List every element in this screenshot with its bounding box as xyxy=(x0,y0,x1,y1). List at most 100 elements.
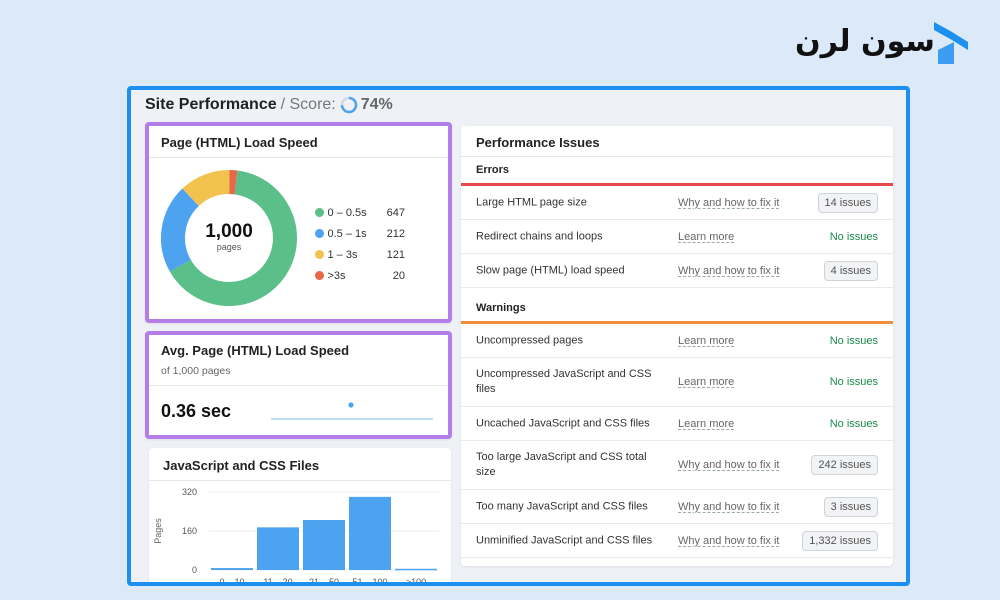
x-tick-label: 51 – 100 xyxy=(352,577,387,586)
issue-name: Too large JavaScript and CSS total size xyxy=(476,451,647,478)
issue-status-text: No issues xyxy=(829,334,878,347)
total-pages-value: 1,000 xyxy=(205,221,253,242)
js-css-files-title: JavaScript and CSS Files xyxy=(163,458,320,473)
issue-name: Too many JavaScript and CSS files xyxy=(476,500,648,512)
y-tick-label: 320 xyxy=(182,487,197,497)
legend-dot-icon xyxy=(315,271,324,280)
performance-issues-title: Performance Issues xyxy=(476,135,600,150)
score-ring-icon xyxy=(340,96,357,114)
x-tick-label: >100 xyxy=(406,577,426,586)
issue-name: Large HTML page size xyxy=(476,196,587,208)
x-tick-label: 0 – 10 xyxy=(219,577,244,586)
warnings-bar xyxy=(461,321,893,324)
issue-count-badge[interactable]: 3 issues xyxy=(823,496,878,517)
donut-segment-1 xyxy=(161,170,297,306)
issue-help-link[interactable]: Why and how to fix it xyxy=(678,196,780,209)
bar xyxy=(395,568,437,571)
legend-label: 0.5 – 1s xyxy=(327,227,367,240)
divider xyxy=(149,480,451,481)
issue-count-badge[interactable]: 4 issues xyxy=(823,260,878,281)
load-speed-title: Page (HTML) Load Speed xyxy=(161,135,318,150)
errors-bar xyxy=(461,183,893,186)
bar xyxy=(303,520,345,570)
issue-row[interactable]: Too large JavaScript and CSS total size W… xyxy=(461,441,893,490)
issue-help-link[interactable]: Why and how to fix it xyxy=(678,500,780,513)
issue-help-link[interactable]: Why and how to fix it xyxy=(678,459,780,471)
js-css-files-bar-chart: Pages 320 160 0 0 – 10 11 – 20 21 – 50 51 – 100… xyxy=(153,487,439,586)
issue-help-link[interactable]: Why and how to fix it xyxy=(678,264,780,277)
legend-dot-icon xyxy=(315,229,324,238)
issue-name: Slow page (HTML) load speed xyxy=(476,264,625,276)
brand-logo-mark-icon xyxy=(934,22,968,64)
avg-load-speed-title: Avg. Page (HTML) Load Speed xyxy=(161,343,350,358)
issue-status-text: No issues xyxy=(829,230,878,243)
performance-issues-card: Performance Issues Errors Warnings Large… xyxy=(461,126,893,566)
score-value: 74% xyxy=(360,96,393,113)
issue-row[interactable]: Unminified JavaScript and CSS files Why a… xyxy=(461,524,893,558)
issue-row[interactable]: Large HTML page size Why and how to fix i… xyxy=(461,186,893,220)
issue-help-link[interactable]: Why and how to fix it xyxy=(678,534,780,547)
issue-help-link[interactable]: Learn more xyxy=(678,334,735,347)
brand-logo: سون لرن xyxy=(795,20,970,68)
issue-count-badge[interactable]: 1,332 issues xyxy=(802,530,878,551)
brand-logo-text: سون لرن xyxy=(795,24,936,59)
issue-help-link[interactable]: Learn more xyxy=(678,230,735,243)
issue-name: Redirect chains and loops xyxy=(476,230,603,242)
warnings-heading: Warnings xyxy=(476,302,526,314)
errors-heading: Errors xyxy=(476,164,510,176)
issue-help-link[interactable]: Learn more xyxy=(678,417,735,430)
x-tick-label: 21 – 50 xyxy=(309,577,339,586)
divider xyxy=(149,385,448,386)
legend-dot-icon xyxy=(315,208,324,217)
legend-value: 212 xyxy=(386,227,405,240)
issue-row[interactable]: Uncached JavaScript and CSS files Learn m… xyxy=(461,407,893,441)
load-speed-legend: 0 – 0.5s 647 0.5 – 1s 212 1 – 3s 121 >3s 20 xyxy=(315,202,405,286)
issue-row[interactable]: Too many JavaScript and CSS files Why and… xyxy=(461,490,893,524)
legend-value: 121 xyxy=(386,248,405,261)
bar xyxy=(349,496,391,570)
issue-status-text: No issues xyxy=(829,376,878,388)
total-pages-label: pages xyxy=(216,242,242,252)
load-speed-donut-chart xyxy=(161,170,297,306)
legend-label: 1 – 3s xyxy=(327,248,358,261)
issue-count-badge[interactable]: 242 issues xyxy=(811,455,878,475)
legend-value: 647 xyxy=(386,206,405,219)
site-performance-panel: Site Performance / Score: 74% Page (HTML… xyxy=(127,86,910,586)
sparkline-point xyxy=(348,402,354,408)
legend-item[interactable]: 0 – 0.5s 647 xyxy=(315,202,405,223)
issue-name: Uncompressed pages xyxy=(476,334,584,346)
issue-row[interactable]: Uncompressed pages Learn more No issues xyxy=(461,324,893,358)
x-tick-label: 11 – 20 xyxy=(263,577,292,586)
donut-center: 1,000 pages xyxy=(184,221,274,252)
issue-name: Unminified JavaScript and CSS files xyxy=(476,534,653,546)
issue-row[interactable]: Redirect chains and loops Learn more No is… xyxy=(461,220,893,254)
load-speed-card: Page (HTML) Load Speed 1,000 pages 0 – 0… xyxy=(145,122,452,323)
score-label: / Score: xyxy=(280,96,336,113)
issue-status-text: No issues xyxy=(829,417,878,430)
page-title: Site Performance xyxy=(145,96,277,113)
issue-count-badge[interactable]: 14 issues xyxy=(817,192,878,213)
y-tick-label: 160 xyxy=(182,526,197,536)
issue-name: Uncached JavaScript and CSS files xyxy=(476,417,650,429)
divider xyxy=(149,157,448,158)
panel-header: Site Performance / Score: 74% xyxy=(145,96,393,114)
avg-load-speed-value: 0.36 sec xyxy=(161,401,232,421)
avg-load-speed-subtitle: of 1,000 pages xyxy=(161,365,231,377)
legend-item[interactable]: 0.5 – 1s 212 xyxy=(315,223,405,244)
issue-name: Uncompressed JavaScript and CSS files xyxy=(476,368,652,395)
divider xyxy=(461,156,893,157)
legend-item[interactable]: 1 – 3s 121 xyxy=(315,244,405,265)
issue-row[interactable]: Uncompressed JavaScript and CSS files Lea… xyxy=(461,358,893,407)
legend-item[interactable]: >3s 20 xyxy=(315,265,405,286)
js-css-files-card: JavaScript and CSS Files Pages 320 160 0 0 –… xyxy=(149,448,451,586)
bar xyxy=(257,527,299,570)
issue-help-link[interactable]: Learn more xyxy=(678,376,735,388)
legend-value: 20 xyxy=(392,269,405,282)
donut-segment-3 xyxy=(161,170,297,306)
legend-label: 0 – 0.5s xyxy=(327,206,367,219)
y-axis-label: Pages xyxy=(153,518,163,544)
avg-load-speed-card: Avg. Page (HTML) Load Speed of 1,000 pag… xyxy=(145,331,452,439)
issue-row[interactable]: Slow page (HTML) load speed Why and how t… xyxy=(461,254,893,288)
bar xyxy=(211,568,253,570)
avg-speed-sparkline xyxy=(271,402,433,420)
